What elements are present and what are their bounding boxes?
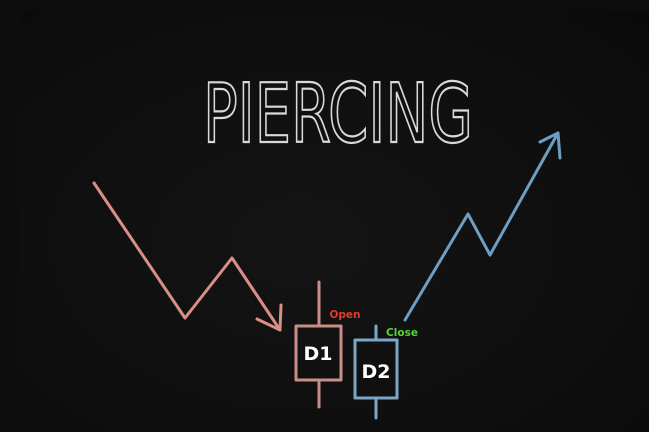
d2-candle: D2	[353, 324, 399, 420]
open-label: Open	[329, 309, 360, 321]
diagram-title: PIERCING	[203, 67, 473, 162]
d2-label: D2	[362, 361, 391, 383]
close-label: Close	[386, 327, 418, 339]
downtrend-arrow	[92, 181, 283, 332]
d1-label: D1	[304, 343, 333, 365]
chalkboard	[18, 10, 649, 432]
uptrend-arrow	[403, 131, 562, 322]
d1-candle: D1	[294, 280, 343, 409]
